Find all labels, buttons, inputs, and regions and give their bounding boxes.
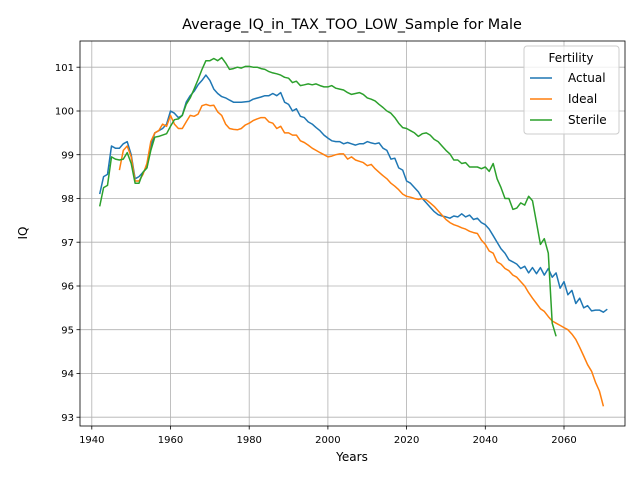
y-tick-label: 101	[55, 63, 74, 74]
x-axis-label: Years	[335, 450, 368, 464]
x-tick-label: 1940	[79, 435, 104, 446]
series-line-ideal	[118, 103, 605, 407]
legend-label-actual: Actual	[568, 71, 606, 85]
x-tick-label: 2040	[473, 435, 498, 446]
y-axis-label: IQ	[16, 227, 30, 240]
y-tick-label: 94	[61, 369, 74, 380]
legend-label-sterile: Sterile	[568, 113, 607, 127]
y-tick-label: 95	[61, 325, 74, 336]
legend: Fertility Actual Ideal Sterile	[523, 45, 620, 135]
series-lines	[98, 56, 608, 407]
x-tick-label: 2000	[315, 435, 340, 446]
legend-label-ideal: Ideal	[568, 92, 597, 106]
x-axis: 1940 1960 1980 2000 2020 2040 2060	[79, 426, 577, 446]
y-tick-label: 99	[61, 150, 74, 161]
plot-frame	[79, 40, 626, 427]
chart-title: Average_IQ_in_TAX_TOO_LOW_Sample for Mal…	[182, 17, 522, 33]
y-tick-label: 97	[61, 238, 74, 249]
y-tick-label: 98	[61, 194, 74, 205]
legend-items: Actual Ideal Sterile	[530, 71, 607, 127]
legend-box	[523, 45, 620, 135]
legend-title: Fertility	[548, 51, 593, 65]
y-tick-label: 96	[61, 282, 74, 293]
x-tick-label: 1980	[236, 435, 261, 446]
series-line-sterile	[98, 56, 557, 337]
x-tick-label: 2020	[394, 435, 419, 446]
y-axis: 93 94 95 96 97 98 99 100 101	[55, 63, 80, 424]
y-tick-label: 100	[55, 107, 74, 118]
x-tick-label: 1960	[158, 435, 183, 446]
x-tick-label: 2060	[551, 435, 576, 446]
grid-lines	[80, 41, 625, 426]
y-tick-label: 93	[61, 413, 74, 424]
